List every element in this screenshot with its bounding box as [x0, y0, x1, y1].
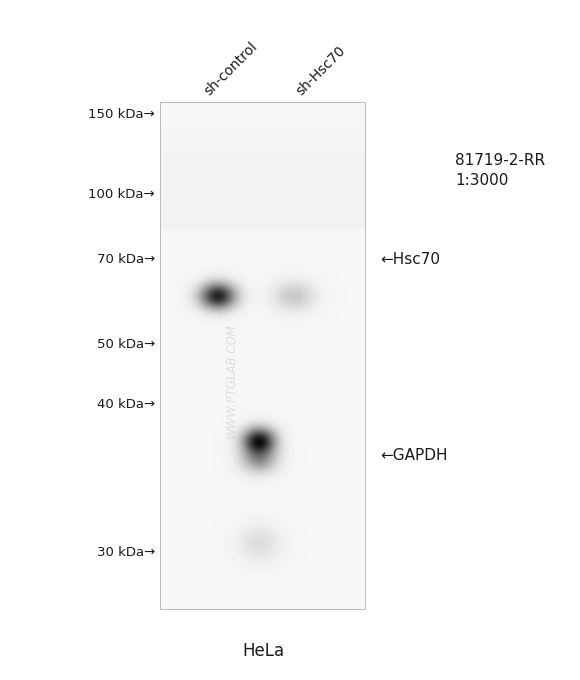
Text: 81719-2-RR
1:3000: 81719-2-RR 1:3000	[455, 153, 545, 188]
Text: 50 kDa→: 50 kDa→	[97, 338, 155, 352]
Text: sh-Hsc70: sh-Hsc70	[293, 44, 349, 99]
Bar	[160, 102, 365, 609]
Text: sh-control: sh-control	[201, 40, 260, 99]
Text: HeLa: HeLa	[243, 643, 285, 660]
Text: WWW.PTGLAB.COM: WWW.PTGLAB.COM	[225, 323, 238, 438]
Text: ←GAPDH: ←GAPDH	[380, 448, 447, 463]
Text: 100 kDa→: 100 kDa→	[88, 188, 155, 201]
Text: 40 kDa→: 40 kDa→	[97, 398, 155, 411]
Text: 30 kDa→: 30 kDa→	[97, 545, 155, 559]
Text: ←Hsc70: ←Hsc70	[380, 252, 440, 267]
Text: 70 kDa→: 70 kDa→	[97, 253, 155, 267]
Text: 150 kDa→: 150 kDa→	[88, 107, 155, 121]
